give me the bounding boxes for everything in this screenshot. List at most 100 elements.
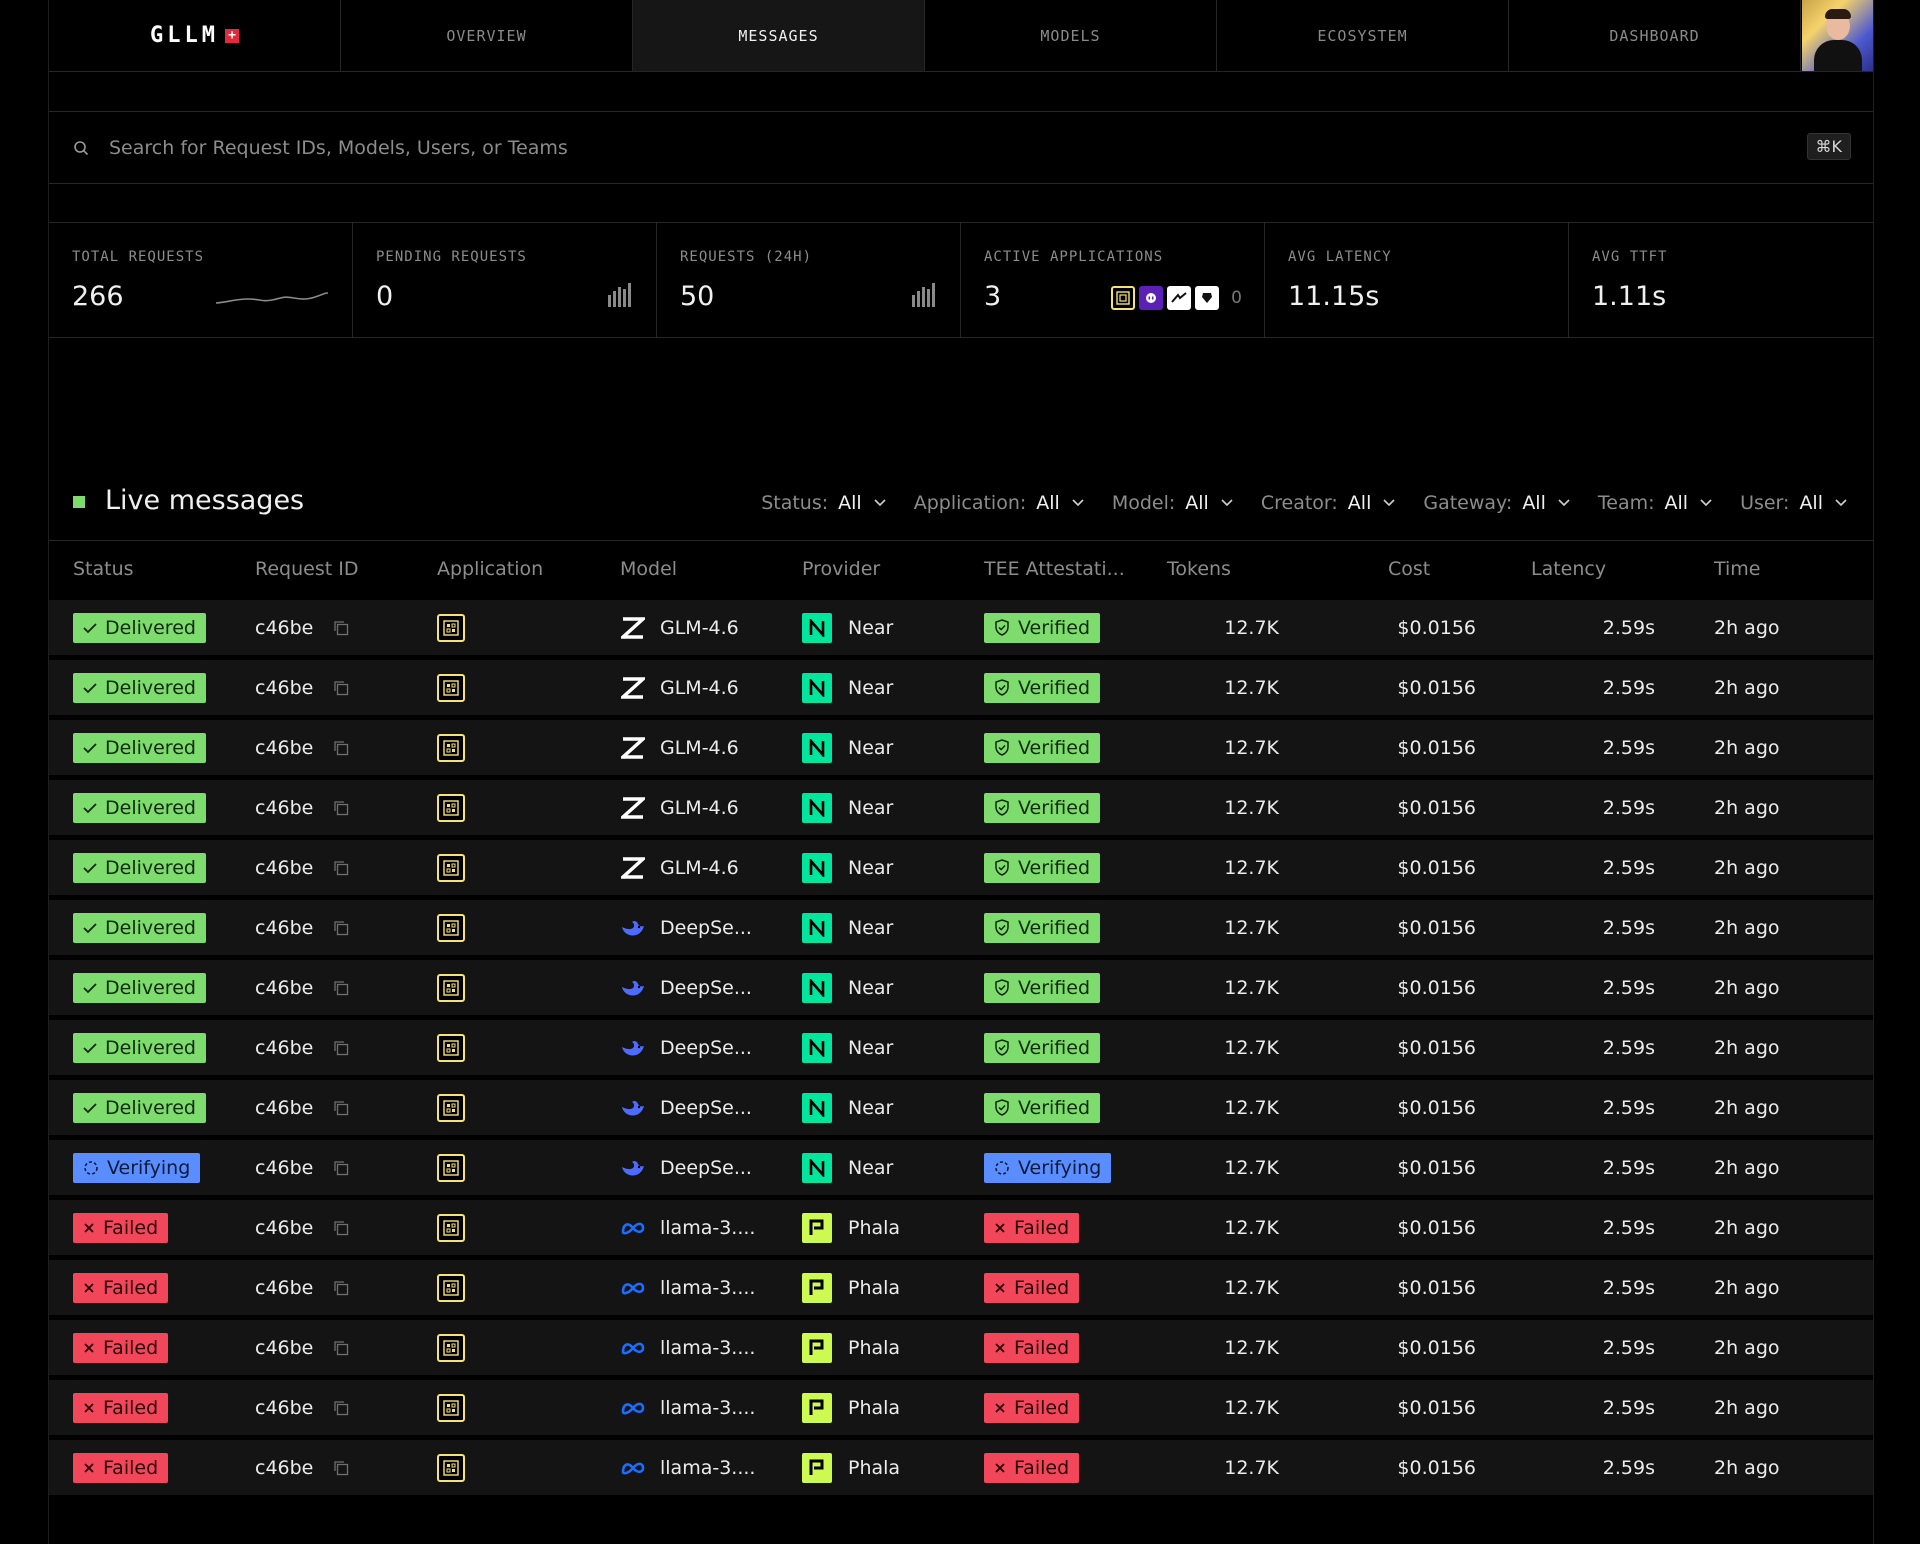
column-cost[interactable]: Cost	[1388, 558, 1431, 580]
model-name[interactable]: DeepSe...	[660, 916, 752, 939]
request-id[interactable]: c46be	[255, 676, 314, 699]
model-name[interactable]: GLM-4.6	[660, 736, 739, 759]
application-icon[interactable]	[437, 1033, 465, 1062]
request-id[interactable]: c46be	[255, 1456, 314, 1479]
tab-messages[interactable]: MESSAGES	[633, 0, 925, 71]
table-row[interactable]: Delivered c46be DeepSe... Near Verified 12.7K…	[49, 1080, 1873, 1135]
tab-ecosystem[interactable]: ECOSYSTEM	[1217, 0, 1509, 71]
table-row[interactable]: Delivered c46be DeepSe... Near Verified 12.7K…	[49, 1020, 1873, 1075]
search-input[interactable]	[107, 135, 1511, 160]
request-id[interactable]: c46be	[255, 1096, 314, 1119]
application-icon[interactable]	[437, 1093, 465, 1122]
copy-icon[interactable]	[333, 860, 349, 876]
filter-creator[interactable]: Creator: All	[1261, 492, 1396, 514]
column-model[interactable]: Model	[620, 558, 678, 580]
copy-icon[interactable]	[333, 1100, 349, 1116]
table-row[interactable]: Verifying c46be DeepSe... Near Verifying 12.7…	[49, 1140, 1873, 1195]
application-icon[interactable]	[437, 1333, 465, 1362]
logo[interactable]: GLLM +	[150, 23, 239, 48]
tee-attestation-badge[interactable]: Failed	[984, 1452, 1080, 1483]
tee-attestation-badge[interactable]: Verified	[984, 732, 1101, 763]
application-icon[interactable]	[437, 733, 465, 762]
table-row[interactable]: Failed c46be llama-3.... Phala Failed 12.7K $0…	[49, 1320, 1873, 1375]
tee-attestation-badge[interactable]: Failed	[984, 1332, 1080, 1363]
app-chip-white-icon[interactable]	[1167, 286, 1192, 310]
request-id[interactable]: c46be	[255, 976, 314, 999]
table-row[interactable]: Delivered c46be GLM-4.6 Near Verified 12.7K $0…	[49, 660, 1873, 715]
model-name[interactable]: DeepSe...	[660, 1156, 752, 1179]
model-name[interactable]: GLM-4.6	[660, 616, 739, 639]
model-name[interactable]: llama-3....	[660, 1336, 756, 1359]
app-chip-yellow-icon[interactable]	[1111, 286, 1136, 310]
filter-status[interactable]: Status: All	[761, 492, 886, 514]
model-name[interactable]: DeepSe...	[660, 976, 752, 999]
tee-attestation-badge[interactable]: Failed	[984, 1272, 1080, 1303]
copy-icon[interactable]	[333, 1220, 349, 1236]
copy-icon[interactable]	[333, 1160, 349, 1176]
model-name[interactable]: GLM-4.6	[660, 856, 739, 879]
column-latency[interactable]: Latency	[1531, 558, 1607, 580]
avatar[interactable]	[1802, 0, 1873, 71]
model-name[interactable]: GLM-4.6	[660, 796, 739, 819]
request-id[interactable]: c46be	[255, 856, 314, 879]
table-row[interactable]: Delivered c46be GLM-4.6 Near Verified 12.7K $0…	[49, 780, 1873, 835]
application-icon[interactable]	[437, 1153, 465, 1182]
table-row[interactable]: Delivered c46be DeepSe... Near Verified 12.7K…	[49, 960, 1873, 1015]
model-name[interactable]: GLM-4.6	[660, 676, 739, 699]
table-row[interactable]: Failed c46be llama-3.... Phala Failed 12.7K $0…	[49, 1380, 1873, 1435]
tee-attestation-badge[interactable]: Verifying	[984, 1152, 1112, 1183]
filter-model[interactable]: Model: All	[1112, 492, 1233, 514]
model-name[interactable]: DeepSe...	[660, 1096, 752, 1119]
tee-attestation-badge[interactable]: Verified	[984, 1032, 1101, 1063]
copy-icon[interactable]	[333, 1280, 349, 1296]
column-tee-attestation[interactable]: TEE Attestati...	[984, 558, 1125, 580]
copy-icon[interactable]	[333, 920, 349, 936]
table-row[interactable]: Delivered c46be GLM-4.6 Near Verified 12.7K $0…	[49, 600, 1873, 655]
request-id[interactable]: c46be	[255, 1216, 314, 1239]
tee-attestation-badge[interactable]: Verified	[984, 912, 1101, 943]
filter-application[interactable]: Application: All	[914, 492, 1084, 514]
tee-attestation-badge[interactable]: Verified	[984, 852, 1101, 883]
table-row[interactable]: Delivered c46be DeepSe... Near Verified 12.7K…	[49, 900, 1873, 955]
table-row[interactable]: Failed c46be llama-3.... Phala Failed 12.7K $0…	[49, 1440, 1873, 1495]
column-application[interactable]: Application	[437, 558, 544, 580]
application-icon[interactable]	[437, 913, 465, 942]
filter-user[interactable]: User: All	[1740, 492, 1847, 514]
copy-icon[interactable]	[333, 800, 349, 816]
request-id[interactable]: c46be	[255, 1036, 314, 1059]
table-row[interactable]: Delivered c46be GLM-4.6 Near Verified 12.7K $0…	[49, 840, 1873, 895]
copy-icon[interactable]	[333, 980, 349, 996]
column-request-id[interactable]: Request ID	[255, 558, 359, 580]
application-icon[interactable]	[437, 1393, 465, 1422]
application-icon[interactable]	[437, 1453, 465, 1482]
copy-icon[interactable]	[333, 620, 349, 636]
request-id[interactable]: c46be	[255, 1396, 314, 1419]
table-row[interactable]: Failed c46be llama-3.... Phala Failed 12.7K $0…	[49, 1200, 1873, 1255]
copy-icon[interactable]	[333, 1460, 349, 1476]
tee-attestation-badge[interactable]: Verified	[984, 612, 1101, 643]
column-tokens[interactable]: Tokens	[1167, 558, 1231, 580]
request-id[interactable]: c46be	[255, 796, 314, 819]
tee-attestation-badge[interactable]: Failed	[984, 1212, 1080, 1243]
filter-gateway[interactable]: Gateway: All	[1423, 492, 1570, 514]
column-time[interactable]: Time	[1714, 558, 1761, 580]
model-name[interactable]: DeepSe...	[660, 1036, 752, 1059]
request-id[interactable]: c46be	[255, 1336, 314, 1359]
column-provider[interactable]: Provider	[802, 558, 881, 580]
app-chip-purple-icon[interactable]	[1139, 286, 1164, 310]
table-row[interactable]: Failed c46be llama-3.... Phala Failed 12.7K $0…	[49, 1260, 1873, 1315]
table-row[interactable]: Delivered c46be GLM-4.6 Near Verified 12.7K $0…	[49, 720, 1873, 775]
tee-attestation-badge[interactable]: Verified	[984, 672, 1101, 703]
request-id[interactable]: c46be	[255, 616, 314, 639]
request-id[interactable]: c46be	[255, 916, 314, 939]
tab-dashboard[interactable]: DASHBOARD	[1509, 0, 1801, 71]
application-icon[interactable]	[437, 853, 465, 882]
tab-models[interactable]: MODELS	[925, 0, 1217, 71]
model-name[interactable]: llama-3....	[660, 1276, 756, 1299]
model-name[interactable]: llama-3....	[660, 1216, 756, 1239]
copy-icon[interactable]	[333, 1400, 349, 1416]
app-chip-white2-icon[interactable]	[1195, 286, 1220, 310]
column-status[interactable]: Status	[73, 558, 134, 580]
tee-attestation-badge[interactable]: Failed	[984, 1392, 1080, 1423]
application-icon[interactable]	[437, 1273, 465, 1302]
